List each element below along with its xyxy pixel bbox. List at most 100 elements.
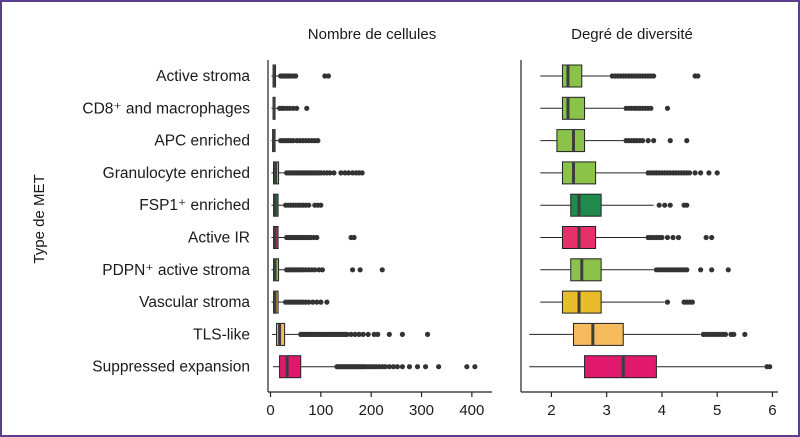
box-9	[273, 355, 478, 379]
box-9	[529, 355, 773, 379]
outlier-point	[472, 364, 478, 370]
outlier-point	[662, 202, 668, 208]
outlier-point	[664, 105, 671, 111]
outlier-point	[351, 234, 357, 241]
outlier-point	[365, 331, 371, 337]
category-label: CD8⁺ and macrophages	[82, 100, 250, 117]
outlier-point	[382, 364, 388, 370]
box-iqr	[279, 355, 302, 379]
x-tick-label: 100	[308, 402, 333, 419]
outlier-point	[349, 267, 356, 273]
box-iqr	[561, 64, 583, 88]
outlier-point	[406, 364, 413, 370]
outlier-point	[386, 364, 392, 370]
y-axis-label: Type de MET	[31, 174, 48, 263]
box-7	[540, 290, 695, 314]
box-5	[540, 226, 715, 249]
box-iqr	[573, 322, 624, 346]
outlier-point	[306, 202, 312, 208]
category-label: Suppressed expansion	[92, 359, 250, 376]
box-0	[271, 64, 332, 88]
outlier-point	[692, 170, 698, 176]
outlier-point	[399, 364, 405, 370]
outlier-point	[725, 267, 731, 273]
box-iqr	[570, 258, 602, 282]
category-label: Active stroma	[156, 68, 250, 85]
outlier-point	[667, 202, 673, 208]
outlier-point	[414, 364, 421, 370]
box-iqr	[556, 129, 586, 153]
x-tick-label: 300	[409, 402, 434, 419]
outlier-point	[648, 105, 654, 111]
outlier-point	[390, 364, 396, 370]
outlier-point	[310, 299, 316, 305]
box-7	[271, 290, 330, 314]
box-6	[540, 258, 731, 282]
box-2	[540, 129, 690, 153]
outlier-point	[327, 170, 333, 176]
category-label: Granulocyte enriched	[103, 165, 250, 182]
outlier-point	[314, 299, 320, 305]
outlier-point	[304, 105, 310, 111]
outlier-point	[651, 73, 657, 79]
outlier-point	[293, 73, 299, 79]
outlier-point	[645, 138, 651, 144]
outlier-point	[338, 170, 344, 176]
outlier-point	[686, 170, 693, 176]
outlier-point	[709, 267, 715, 273]
outlier-point	[379, 267, 385, 273]
x-tick-label: 400	[459, 402, 484, 419]
panel-1: Nombre de cellules 0 100 200 300 400	[266, 26, 492, 419]
outlier-point	[670, 234, 676, 241]
outlier-point	[348, 331, 354, 337]
box-0	[540, 64, 701, 88]
box-4	[540, 193, 690, 217]
panel-title: Degré de diversité	[571, 26, 693, 43]
outlier-point	[722, 331, 729, 337]
outlier-point	[352, 331, 358, 337]
category-label: TLS-like	[193, 326, 250, 343]
outlier-point	[294, 105, 300, 111]
outlier-point	[386, 331, 392, 337]
outlier-point	[306, 299, 312, 305]
outlier-point	[684, 138, 690, 144]
outlier-point	[714, 170, 720, 176]
x-tick-label: 6	[768, 402, 776, 419]
category-label: FSP1⁺ enriched	[139, 197, 250, 214]
box-1	[271, 96, 310, 120]
outlier-point	[312, 267, 318, 273]
outlier-point	[667, 138, 673, 144]
outlier-point	[325, 73, 332, 79]
outlier-point	[331, 170, 337, 176]
box-8	[272, 322, 431, 346]
box-3	[540, 161, 720, 185]
outlier-point	[314, 234, 320, 241]
outlier-point	[698, 170, 704, 176]
category-label: Active IR	[188, 230, 250, 247]
outlier-point	[464, 364, 470, 370]
outlier-point	[742, 331, 748, 337]
outlier-point	[436, 364, 442, 370]
box-iqr	[561, 290, 602, 314]
outlier-point	[324, 299, 330, 305]
x-tick-label: 0	[266, 402, 274, 419]
outlier-point	[319, 267, 325, 273]
outlier-point	[664, 234, 671, 241]
outlier-point	[651, 138, 657, 144]
outlier-point	[422, 364, 429, 370]
box-3	[271, 161, 365, 185]
box-6	[271, 258, 385, 282]
outlier-point	[731, 331, 737, 337]
outlier-point	[357, 267, 363, 273]
box-4	[271, 193, 324, 217]
panel-title: Nombre de cellules	[308, 26, 436, 43]
category-label: APC enriched	[154, 133, 250, 150]
x-tick-label: 4	[658, 402, 666, 419]
x-tick-label: 5	[713, 402, 721, 419]
outlier-point	[684, 202, 690, 208]
outlier-point	[664, 299, 671, 305]
x-tick-label: 3	[602, 402, 610, 419]
box-8	[529, 322, 748, 346]
outlier-point	[659, 234, 665, 241]
